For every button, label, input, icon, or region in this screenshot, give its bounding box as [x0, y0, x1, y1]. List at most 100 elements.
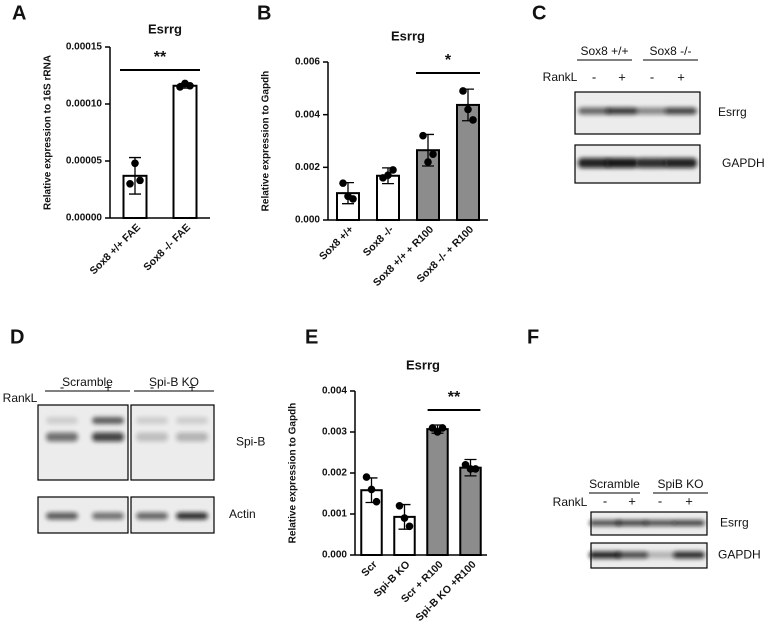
- treatment-label: RankL: [553, 495, 588, 509]
- blot-band: [665, 158, 697, 168]
- band-label: Actin: [229, 507, 256, 521]
- blot-band: [616, 551, 648, 559]
- blot-band: [92, 417, 124, 424]
- blot-band: [616, 520, 648, 526]
- significance-label: *: [445, 52, 452, 69]
- blot-band: [176, 417, 208, 424]
- group-label: Scramble: [62, 375, 113, 389]
- blot-band: [589, 520, 621, 526]
- treatment-label: RankL: [3, 391, 38, 405]
- blot-band: [636, 158, 668, 168]
- band-label: Spi-B: [236, 435, 265, 449]
- blot-band: [136, 417, 168, 424]
- group-label: Scramble: [589, 477, 640, 491]
- y-axis-label: Relative expression to Gapdh: [288, 403, 299, 544]
- band-label: Esrrg: [720, 516, 749, 530]
- blot-band: [578, 158, 610, 168]
- chart-title: Esrrg: [148, 21, 182, 36]
- blot-band: [673, 520, 705, 526]
- panel-letter: C: [532, 2, 546, 24]
- y-tick-label: 0.004: [295, 109, 320, 120]
- data-point: [424, 158, 432, 166]
- blot-band: [136, 432, 168, 442]
- data-point: [429, 150, 437, 158]
- x-tick-label: Spi-B KO +R100: [413, 558, 478, 623]
- y-tick-label: 0.002: [322, 468, 347, 479]
- panel-letter: D: [10, 326, 24, 348]
- blot-band: [589, 551, 621, 559]
- y-tick-label: 0.002: [295, 162, 320, 173]
- significance-label: **: [448, 389, 461, 406]
- data-point: [367, 485, 376, 494]
- data-point: [389, 166, 397, 174]
- blot-band: [136, 512, 168, 520]
- data-point: [469, 116, 477, 124]
- data-point: [339, 179, 347, 187]
- significance-label: **: [154, 49, 167, 66]
- data-point: [126, 180, 134, 188]
- data-point: [186, 81, 194, 90]
- blot-band: [644, 551, 676, 559]
- data-point: [395, 502, 404, 510]
- blot-band: [46, 432, 78, 442]
- panel-letter: E: [305, 326, 318, 348]
- group-label: Spi-B KO: [149, 375, 199, 389]
- lane-label: +: [685, 493, 693, 508]
- data-point: [131, 159, 139, 168]
- blot-box: [37, 404, 129, 481]
- blot-band: [92, 432, 124, 442]
- bar: [426, 428, 449, 557]
- y-tick-label: 0.001: [322, 509, 347, 520]
- x-tick-label: Sox8 -/- FAE: [141, 222, 193, 274]
- blot-band: [673, 551, 705, 559]
- y-tick-label: 0.003: [322, 427, 347, 438]
- lane-label: +: [618, 69, 626, 84]
- y-tick-label: 0.00010: [66, 99, 103, 110]
- chart-title: Esrrg: [406, 357, 440, 372]
- lane-label: +: [104, 379, 112, 394]
- y-axis-label: Relative expression to 16S rRNA: [43, 55, 54, 210]
- blot-band: [606, 107, 638, 115]
- y-tick-label: 0.00015: [66, 42, 103, 53]
- y-tick-label: 0.00000: [66, 213, 103, 224]
- data-point: [438, 424, 447, 432]
- panel-letter: F: [527, 326, 539, 348]
- blot-band: [606, 158, 638, 168]
- lane-label: -: [592, 69, 596, 84]
- lane-label: -: [650, 69, 654, 84]
- blot-band: [46, 512, 78, 520]
- data-point: [349, 195, 357, 203]
- blot-box: [130, 404, 215, 481]
- data-point: [464, 105, 472, 114]
- band-label: Esrrg: [718, 105, 747, 119]
- lane-label: -: [658, 493, 662, 508]
- y-tick-label: 0.004: [322, 386, 347, 397]
- group-label: SpiB KO: [657, 477, 703, 491]
- group-label: Sox8 +/+: [580, 44, 628, 58]
- y-tick-label: 0.00005: [66, 156, 103, 167]
- blot-band: [46, 417, 78, 424]
- data-point: [405, 522, 414, 531]
- lane-label: -: [603, 493, 607, 508]
- bar: [172, 84, 198, 220]
- lane-label: +: [677, 69, 685, 84]
- treatment-label: RankL: [543, 70, 578, 84]
- y-axis-label: Relative expression to Gapdh: [261, 71, 272, 212]
- x-tick-label: Sox8 -/-: [361, 223, 397, 259]
- lane-label: -: [60, 379, 64, 394]
- band-label: GAPDH: [722, 156, 765, 170]
- group-label: Sox8 -/-: [649, 44, 691, 58]
- blot-band: [92, 512, 124, 520]
- blot-band: [578, 107, 610, 115]
- data-point: [459, 87, 467, 95]
- chart-title: Esrrg: [391, 28, 425, 43]
- y-tick-label: 0.006: [295, 57, 320, 68]
- data-point: [136, 176, 144, 185]
- blot-band: [665, 107, 697, 115]
- data-point: [461, 461, 470, 469]
- band-label: GAPDH: [718, 548, 761, 562]
- data-point: [384, 171, 392, 180]
- x-tick-label: Scr: [359, 559, 379, 579]
- x-tick-label: Sox8 +/+ FAE: [88, 222, 144, 278]
